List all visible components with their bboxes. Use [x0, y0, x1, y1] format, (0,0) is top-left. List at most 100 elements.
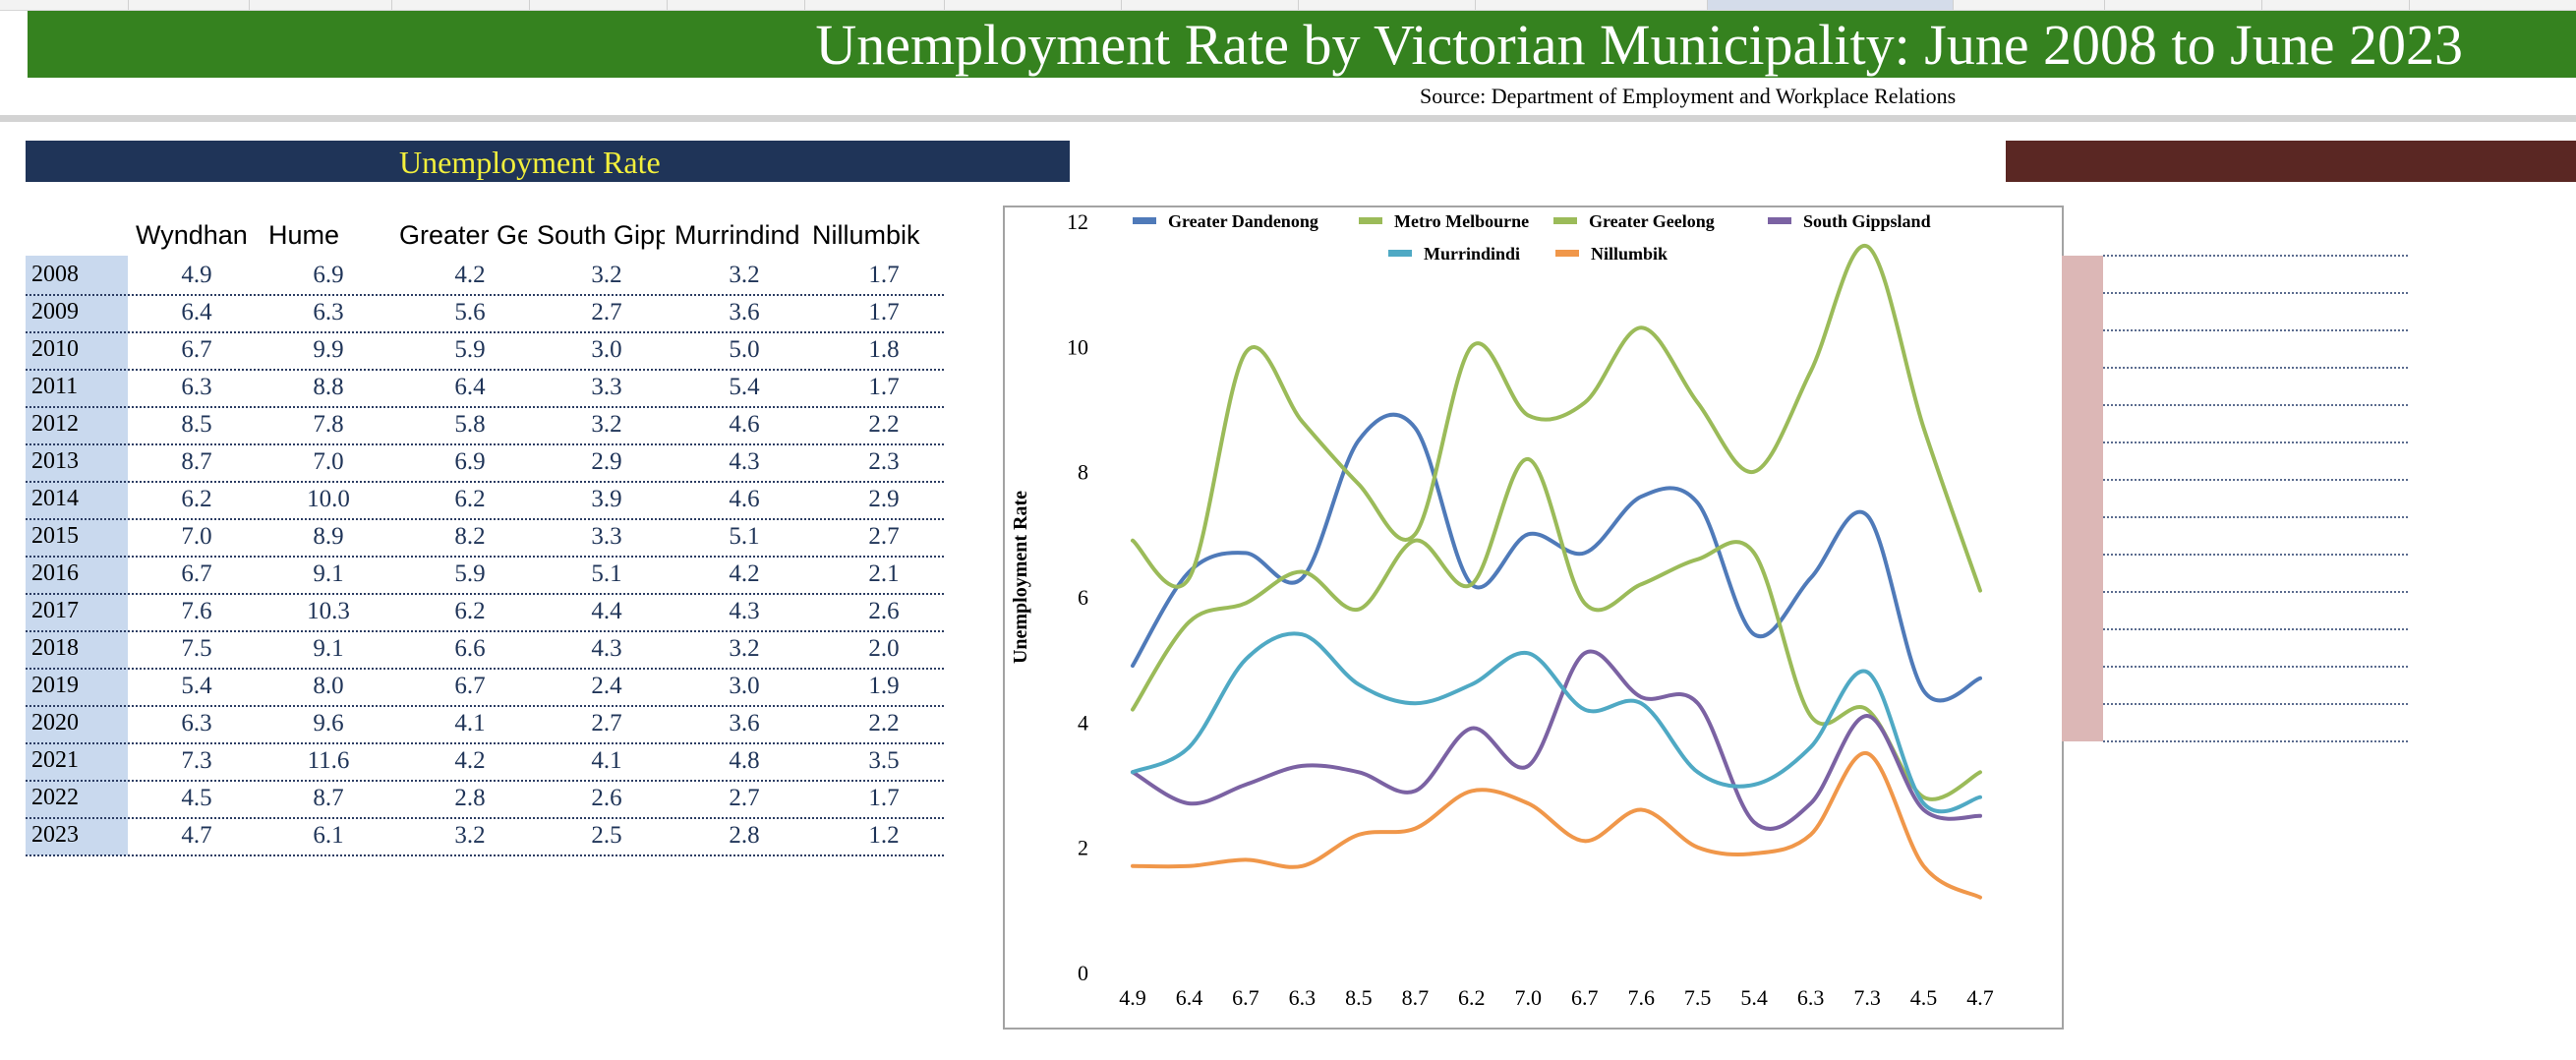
- series-line[interactable]: [1131, 412, 1982, 703]
- value-cell[interactable]: 3.0: [729, 673, 760, 699]
- value-cell[interactable]: 5.1: [729, 523, 760, 550]
- value-cell[interactable]: 8.0: [313, 673, 344, 699]
- table-row[interactable]: 2017 7.6 10.3 6.2 4.4 4.3 2.6: [26, 593, 944, 632]
- value-cell[interactable]: 6.4: [181, 299, 212, 325]
- value-cell[interactable]: 2.8: [454, 785, 486, 811]
- value-cell[interactable]: 1.7: [868, 299, 900, 325]
- year-cell[interactable]: 2009: [31, 299, 79, 324]
- value-cell[interactable]: 4.2: [729, 560, 760, 587]
- table-row[interactable]: 2020 6.3 9.6 4.1 2.7 3.6 2.2: [26, 705, 944, 744]
- value-cell[interactable]: 4.9: [181, 262, 212, 288]
- column-header[interactable]: Hume: [268, 220, 340, 250]
- value-cell[interactable]: 6.2: [454, 486, 486, 512]
- value-cell[interactable]: 7.3: [181, 747, 212, 774]
- value-cell[interactable]: 8.8: [313, 374, 344, 400]
- value-cell[interactable]: 8.2: [454, 523, 486, 550]
- value-cell[interactable]: 6.3: [313, 299, 344, 325]
- table-row[interactable]: 2015 7.0 8.9 8.2 3.3 5.1 2.7: [26, 518, 944, 558]
- table-row[interactable]: 2021 7.3 11.6 4.2 4.1 4.8 3.5: [26, 742, 944, 782]
- line-chart[interactable]: 0 2 4 6 8 10 12 4.9 6.4 6.7 6.3 8.5 8.7 6.2 7.0 6.7 7.6 7…: [1005, 207, 2062, 1028]
- value-cell[interactable]: 5.1: [591, 560, 622, 587]
- value-cell[interactable]: 1.7: [868, 785, 900, 811]
- series-line[interactable]: [1131, 751, 1982, 900]
- value-cell[interactable]: 7.0: [181, 523, 212, 550]
- table-row[interactable]: 2011 6.3 8.8 6.4 3.3 5.4 1.7: [26, 369, 944, 408]
- table-row[interactable]: 2018 7.5 9.1 6.6 4.3 3.2 2.0: [26, 630, 944, 670]
- value-cell[interactable]: 3.9: [591, 486, 622, 512]
- column-header[interactable]: Nillumbik: [812, 220, 920, 250]
- value-cell[interactable]: 2.7: [591, 299, 622, 325]
- value-cell[interactable]: 2.4: [591, 673, 622, 699]
- value-cell[interactable]: 2.8: [729, 822, 760, 849]
- value-cell[interactable]: 4.7: [181, 822, 212, 849]
- value-cell[interactable]: 2.6: [868, 598, 900, 624]
- value-cell[interactable]: 1.7: [868, 262, 900, 288]
- series-line[interactable]: [1131, 244, 1982, 593]
- value-cell[interactable]: 6.6: [454, 635, 486, 662]
- value-cell[interactable]: 3.6: [729, 299, 760, 325]
- value-cell[interactable]: 10.0: [307, 486, 350, 512]
- value-cell[interactable]: 7.5: [181, 635, 212, 662]
- column-header[interactable]: Murrindind: [674, 220, 800, 250]
- value-cell[interactable]: 2.5: [591, 822, 622, 849]
- value-cell[interactable]: 10.3: [307, 598, 350, 624]
- value-cell[interactable]: 3.2: [729, 635, 760, 662]
- value-cell[interactable]: 8.5: [181, 411, 212, 438]
- value-cell[interactable]: 7.8: [313, 411, 344, 438]
- value-cell[interactable]: 4.2: [454, 747, 486, 774]
- year-cell[interactable]: 2012: [31, 411, 79, 437]
- table-row[interactable]: 2019 5.4 8.0 6.7 2.4 3.0 1.9: [26, 668, 944, 707]
- value-cell[interactable]: 6.7: [454, 673, 486, 699]
- value-cell[interactable]: 3.0: [591, 336, 622, 363]
- value-cell[interactable]: 2.2: [868, 710, 900, 736]
- value-cell[interactable]: 2.3: [868, 448, 900, 475]
- legend-label[interactable]: Nillumbik: [1591, 244, 1668, 264]
- value-cell[interactable]: 9.6: [313, 710, 344, 736]
- value-cell[interactable]: 4.3: [729, 448, 760, 475]
- value-cell[interactable]: 6.7: [181, 560, 212, 587]
- value-cell[interactable]: 4.6: [729, 486, 760, 512]
- legend-label[interactable]: Metro Melbourne: [1394, 211, 1529, 231]
- table-title-bar[interactable]: Unemployment Rate: [26, 141, 1070, 182]
- column-header[interactable]: South Gipp: [537, 220, 665, 250]
- value-cell[interactable]: 5.6: [454, 299, 486, 325]
- value-cell[interactable]: 4.4: [591, 598, 622, 624]
- year-cell[interactable]: 2011: [31, 374, 79, 399]
- selected-column-header[interactable]: [1707, 0, 1953, 10]
- value-cell[interactable]: 3.2: [591, 411, 622, 438]
- value-cell[interactable]: 3.2: [454, 822, 486, 849]
- value-cell[interactable]: 6.9: [313, 262, 344, 288]
- legend-label[interactable]: South Gippsland: [1803, 211, 1931, 231]
- value-cell[interactable]: 6.7: [181, 336, 212, 363]
- value-cell[interactable]: 5.4: [729, 374, 760, 400]
- value-cell[interactable]: 1.2: [868, 822, 900, 849]
- year-cell[interactable]: 2013: [31, 448, 79, 474]
- value-cell[interactable]: 1.7: [868, 374, 900, 400]
- value-cell[interactable]: 2.0: [868, 635, 900, 662]
- table-row[interactable]: 2012 8.5 7.8 5.8 3.2 4.6 2.2: [26, 406, 944, 445]
- value-cell[interactable]: 3.3: [591, 374, 622, 400]
- value-cell[interactable]: 3.5: [868, 747, 900, 774]
- column-header-strip[interactable]: [0, 0, 2576, 11]
- table-row[interactable]: 2010 6.7 9.9 5.9 3.0 5.0 1.8: [26, 331, 944, 371]
- value-cell[interactable]: 3.6: [729, 710, 760, 736]
- value-cell[interactable]: 2.7: [729, 785, 760, 811]
- value-cell[interactable]: 5.9: [454, 560, 486, 587]
- value-cell[interactable]: 9.1: [313, 560, 344, 587]
- value-cell[interactable]: 7.6: [181, 598, 212, 624]
- value-cell[interactable]: 3.3: [591, 523, 622, 550]
- value-cell[interactable]: 4.3: [729, 598, 760, 624]
- year-cell[interactable]: 2020: [31, 710, 79, 736]
- table-row[interactable]: 2022 4.5 8.7 2.8 2.6 2.7 1.7: [26, 780, 944, 819]
- table-row[interactable]: 2023 4.7 6.1 3.2 2.5 2.8 1.2: [26, 817, 944, 856]
- legend-label[interactable]: Greater Dandenong: [1168, 211, 1318, 231]
- year-cell[interactable]: 2021: [31, 747, 79, 773]
- year-cell[interactable]: 2023: [31, 822, 79, 848]
- value-cell[interactable]: 1.8: [868, 336, 900, 363]
- column-header[interactable]: Greater Ge: [399, 220, 527, 250]
- value-cell[interactable]: 4.6: [729, 411, 760, 438]
- value-cell[interactable]: 1.9: [868, 673, 900, 699]
- year-cell[interactable]: 2018: [31, 635, 79, 661]
- value-cell[interactable]: 6.3: [181, 710, 212, 736]
- year-cell[interactable]: 2015: [31, 523, 79, 549]
